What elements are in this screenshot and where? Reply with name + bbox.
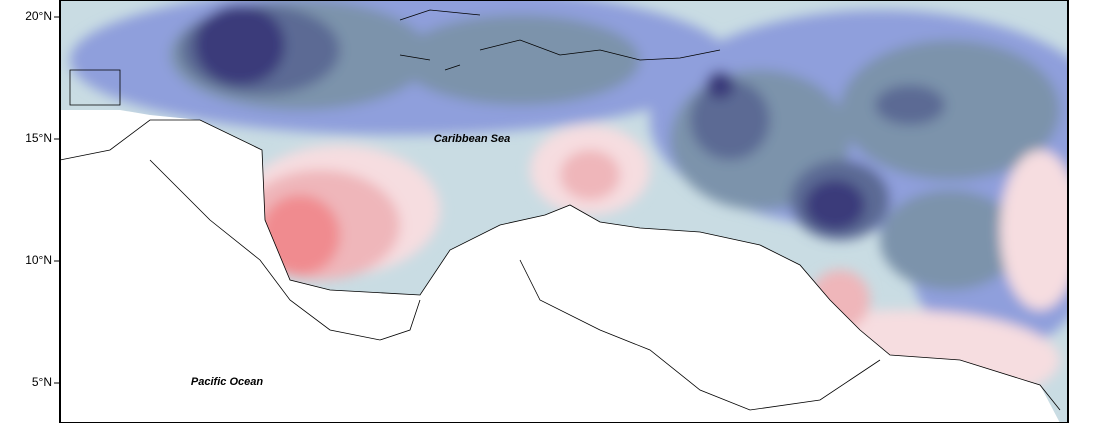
anomaly-field (60, 0, 1068, 423)
lat-label: 15°N (25, 131, 52, 145)
sea-label: Caribbean Sea (434, 133, 510, 145)
lat-label: 20°N (25, 9, 52, 23)
lat-axis: 20°N 15°N 10°N 5°N (25, 9, 60, 389)
land-outline (59, 9, 1061, 411)
lat-label: 5°N (32, 375, 52, 389)
ocean-label: Pacific Ocean (191, 376, 263, 388)
map-frame (59, 0, 1069, 423)
lat-label: 10°N (25, 253, 52, 267)
